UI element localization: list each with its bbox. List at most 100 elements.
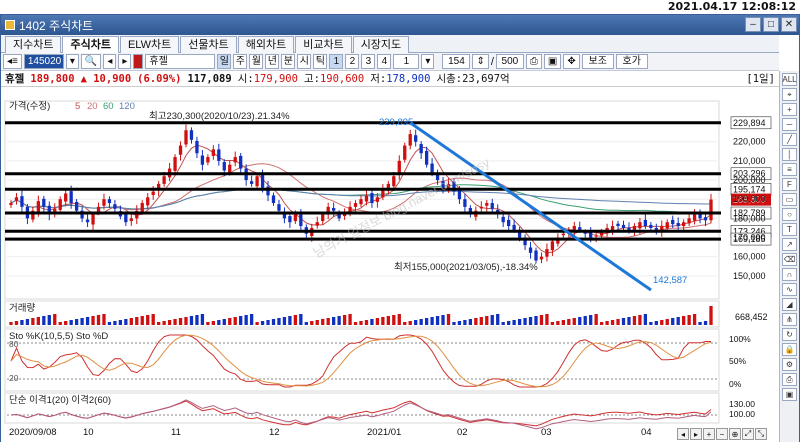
total-input[interactable]: 500 (495, 54, 524, 69)
candle-body[interactable] (211, 149, 215, 156)
tab-futures-chart[interactable]: 선물차트 (180, 36, 237, 53)
maximize-icon[interactable]: □ (763, 17, 779, 32)
candle-body[interactable] (616, 223, 620, 227)
candle-body[interactable] (277, 204, 281, 211)
tab-stock-chart[interactable]: 주식차트 (62, 36, 119, 53)
tool-arrow-icon[interactable]: ↗ (782, 238, 797, 251)
candle-body[interactable] (572, 226, 576, 230)
next-icon[interactable]: ▸ (118, 54, 132, 69)
candle-body[interactable] (468, 208, 473, 215)
candle-body[interactable] (485, 203, 489, 206)
candle-body[interactable] (370, 193, 374, 204)
candle-body[interactable] (42, 198, 46, 207)
candle-body[interactable] (490, 203, 494, 209)
tool-vline-icon[interactable]: │ (782, 148, 797, 161)
minimize-icon[interactable]: – (745, 17, 761, 32)
collapse-icon[interactable]: ⤡ (755, 428, 767, 440)
candle-body[interactable] (326, 206, 330, 215)
tool-settings-icon[interactable]: ⚙ (782, 358, 797, 371)
candle-body[interactable] (687, 218, 691, 224)
toggle-left-icon[interactable]: ◂≡ (3, 54, 22, 69)
save-icon[interactable]: ▣ (543, 54, 562, 69)
candle-body[interactable] (419, 144, 423, 154)
candle-body[interactable] (698, 212, 702, 219)
candle-body[interactable] (102, 199, 106, 206)
candle-body[interactable] (676, 222, 680, 227)
period-month[interactable]: 월 (249, 54, 264, 69)
tool-print-icon[interactable]: ⎙ (782, 373, 797, 386)
candle-body[interactable] (452, 181, 456, 192)
candle-body[interactable] (545, 249, 549, 257)
period-week[interactable]: 주 (233, 54, 248, 69)
candle-body[interactable] (157, 183, 161, 191)
interval-dropdown-icon[interactable]: ▾ (421, 54, 435, 69)
quote-button[interactable]: 호가 (615, 54, 648, 69)
candle-body[interactable] (501, 216, 505, 223)
tool-line-icon[interactable]: ╱ (782, 133, 797, 146)
ma20-line[interactable] (10, 163, 712, 238)
candle-body[interactable] (556, 237, 560, 244)
tab-market-map[interactable]: 시장지도 (352, 36, 410, 53)
candle-body[interactable] (69, 191, 73, 204)
candle-body[interactable] (703, 217, 708, 221)
interval-4[interactable]: 4 (377, 54, 392, 69)
candle-body[interactable] (397, 160, 401, 174)
candle-body[interactable] (550, 241, 555, 251)
zoom-out-icon[interactable]: − (716, 428, 728, 440)
scroll-left-icon[interactable]: ◂ (677, 428, 689, 440)
candle-body[interactable] (124, 214, 128, 223)
candle-body[interactable] (206, 157, 210, 163)
candle-body[interactable] (479, 206, 483, 209)
candle-body[interactable] (293, 214, 298, 222)
candle-body[interactable] (709, 199, 713, 221)
count-input[interactable]: 154 (442, 54, 471, 69)
tool-fib-icon[interactable]: F (782, 178, 797, 191)
candle-body[interactable] (457, 190, 462, 200)
candle-body[interactable] (255, 176, 259, 187)
candle-body[interactable] (14, 197, 19, 201)
candle-body[interactable] (561, 233, 565, 236)
candle-body[interactable] (583, 232, 587, 234)
candle-body[interactable] (682, 222, 686, 227)
candle-body[interactable] (463, 199, 467, 207)
candle-body[interactable] (184, 130, 188, 145)
tool-andrew-icon[interactable]: ⋔ (782, 313, 797, 326)
tool-hline-icon[interactable]: ─ (782, 118, 797, 131)
candle-body[interactable] (364, 195, 369, 202)
supplement-button[interactable]: 보조 (581, 54, 614, 69)
tool-gann-icon[interactable]: ◢ (782, 298, 797, 311)
candle-body[interactable] (627, 227, 631, 230)
candle-body[interactable] (288, 216, 292, 223)
candle-body[interactable] (135, 210, 139, 219)
candle-body[interactable] (321, 214, 325, 222)
candle-body[interactable] (403, 145, 407, 160)
search-icon[interactable]: 🔍 (80, 54, 102, 69)
candle-body[interactable] (430, 163, 434, 173)
candle-body[interactable] (113, 204, 117, 209)
candle-body[interactable] (173, 157, 177, 171)
candle-body[interactable] (282, 213, 287, 219)
candle-body[interactable] (589, 231, 593, 238)
candle-body[interactable] (151, 191, 155, 195)
candle-body[interactable] (539, 256, 544, 260)
stock-code-input[interactable]: 145020 (23, 54, 64, 69)
tab-index-chart[interactable]: 지수차트 (5, 36, 62, 53)
sto-k-line[interactable] (10, 334, 711, 388)
candle-body[interactable] (408, 134, 412, 146)
candle-body[interactable] (140, 203, 144, 212)
candle-body[interactable] (107, 199, 112, 204)
period-year[interactable]: 년 (265, 54, 280, 69)
candle-body[interactable] (528, 247, 533, 253)
candle-body[interactable] (665, 222, 669, 229)
expand-icon[interactable]: ⤢ (742, 428, 754, 440)
candle-body[interactable] (91, 214, 95, 225)
period-hour[interactable]: 시 (297, 54, 312, 69)
candle-body[interactable] (446, 183, 451, 191)
dropdown-icon[interactable]: ▾ (65, 54, 79, 69)
disparity2-line[interactable] (10, 399, 712, 430)
candle-body[interactable] (610, 226, 615, 231)
zoom-reset-icon[interactable]: ⊕ (729, 428, 741, 440)
tool-circle-icon[interactable]: ○ (782, 208, 797, 221)
tool-cycle-icon[interactable]: ↻ (782, 328, 797, 341)
candle-body[interactable] (31, 210, 35, 220)
